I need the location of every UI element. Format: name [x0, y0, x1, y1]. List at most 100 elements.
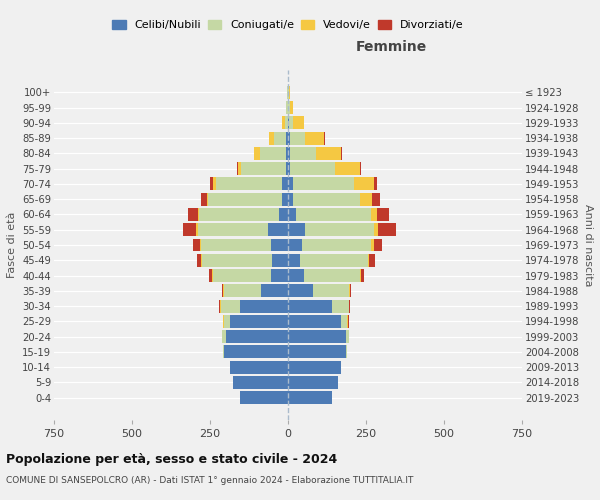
Bar — [293, 192, 360, 205]
Bar — [288, 315, 341, 328]
Bar — [304, 269, 360, 282]
Bar — [210, 178, 213, 190]
Bar — [222, 330, 223, 343]
Bar — [238, 162, 241, 175]
Bar — [221, 300, 239, 312]
Bar — [212, 269, 213, 282]
Bar — [288, 391, 332, 404]
Bar — [208, 192, 282, 205]
Bar — [223, 346, 224, 358]
Bar — [200, 238, 271, 252]
Bar — [296, 208, 371, 221]
Bar — [271, 269, 288, 282]
Bar — [288, 86, 289, 99]
Bar — [184, 224, 196, 236]
Text: Femmine: Femmine — [355, 40, 427, 54]
Bar — [372, 192, 380, 205]
Bar — [286, 132, 288, 144]
Bar — [207, 192, 208, 205]
Bar — [285, 116, 288, 130]
Bar — [224, 346, 288, 358]
Bar — [288, 238, 302, 252]
Bar — [288, 208, 296, 221]
Bar — [349, 284, 350, 298]
Bar — [286, 147, 288, 160]
Bar — [220, 300, 221, 312]
Bar — [197, 254, 201, 266]
Bar — [209, 269, 212, 282]
Bar — [241, 162, 286, 175]
Bar — [288, 376, 338, 389]
Bar — [288, 284, 313, 298]
Bar — [193, 238, 200, 252]
Text: COMUNE DI SANSEPOLCRO (AR) - Dati ISTAT 1° gennaio 2024 - Elaborazione TUTTITALI: COMUNE DI SANSEPOLCRO (AR) - Dati ISTAT … — [6, 476, 413, 485]
Bar — [377, 208, 389, 221]
Bar — [286, 162, 288, 175]
Bar — [230, 315, 288, 328]
Bar — [379, 224, 395, 236]
Bar — [374, 224, 379, 236]
Bar — [316, 147, 341, 160]
Bar — [278, 208, 288, 221]
Bar — [288, 300, 332, 312]
Bar — [290, 132, 305, 144]
Bar — [199, 208, 278, 221]
Bar — [213, 178, 216, 190]
Bar — [305, 224, 374, 236]
Bar — [290, 162, 335, 175]
Text: Popolazione per età, sesso e stato civile - 2024: Popolazione per età, sesso e stato civil… — [6, 452, 337, 466]
Bar — [197, 224, 268, 236]
Bar — [289, 86, 290, 99]
Bar — [341, 315, 347, 328]
Bar — [239, 391, 288, 404]
Bar — [324, 132, 325, 144]
Bar — [221, 284, 223, 298]
Bar — [346, 346, 347, 358]
Bar — [301, 254, 368, 266]
Bar — [287, 86, 288, 99]
Bar — [332, 300, 349, 312]
Bar — [196, 224, 197, 236]
Bar — [288, 330, 346, 343]
Bar — [348, 315, 349, 328]
Bar — [282, 116, 285, 130]
Bar — [288, 192, 293, 205]
Bar — [361, 269, 364, 282]
Bar — [286, 101, 288, 114]
Bar — [313, 284, 349, 298]
Bar — [282, 192, 288, 205]
Bar — [369, 254, 376, 266]
Bar — [226, 330, 288, 343]
Bar — [197, 208, 199, 221]
Bar — [288, 254, 301, 266]
Bar — [288, 360, 341, 374]
Bar — [288, 346, 346, 358]
Bar — [216, 178, 282, 190]
Bar — [269, 132, 274, 144]
Bar — [288, 269, 304, 282]
Bar — [236, 162, 238, 175]
Bar — [288, 132, 290, 144]
Bar — [268, 224, 288, 236]
Bar — [224, 315, 230, 328]
Bar — [305, 132, 324, 144]
Bar — [288, 116, 289, 130]
Bar — [288, 101, 290, 114]
Bar — [200, 192, 207, 205]
Bar — [353, 178, 374, 190]
Legend: Celibi/Nubili, Coniugati/e, Vedovi/e, Divorziati/e: Celibi/Nubili, Coniugati/e, Vedovi/e, Di… — [112, 20, 464, 30]
Bar — [293, 116, 304, 130]
Bar — [201, 254, 202, 266]
Bar — [349, 300, 350, 312]
Bar — [335, 162, 360, 175]
Bar — [282, 178, 288, 190]
Bar — [360, 162, 361, 175]
Bar — [347, 315, 348, 328]
Bar — [223, 330, 226, 343]
Bar — [254, 147, 260, 160]
Bar — [288, 147, 290, 160]
Bar — [346, 330, 349, 343]
Bar — [239, 300, 288, 312]
Bar — [371, 238, 374, 252]
Bar — [223, 315, 224, 328]
